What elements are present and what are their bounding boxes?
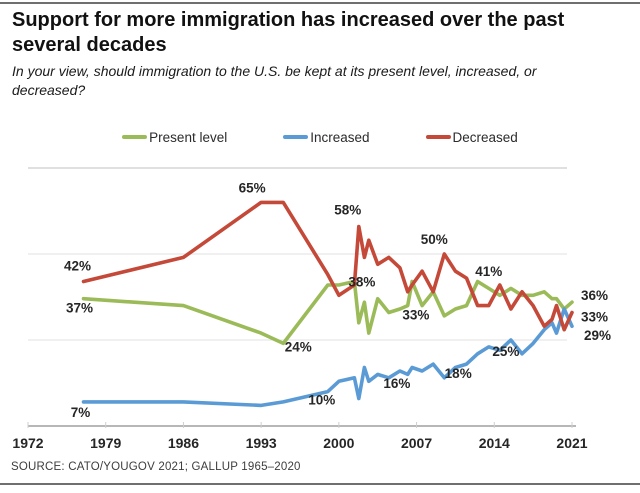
- point-label-increased-16: 16%: [383, 376, 410, 391]
- legend-label-increased: Increased: [310, 129, 370, 145]
- point-label-present-level-33: 33%: [402, 308, 429, 323]
- point-label-increased-25: 25%: [492, 344, 519, 359]
- point-label-decreased-65: 65%: [239, 180, 266, 195]
- chart-subtitle: In your view, should immigration to the …: [12, 63, 537, 98]
- point-label-decreased-41: 41%: [475, 264, 502, 279]
- chart-source: SOURCE: CATO/YOUGOV 2021; GALLUP 1965–20…: [11, 461, 301, 473]
- x-tick-label-1972: 1972: [12, 435, 43, 451]
- point-label-decreased-42: 42%: [64, 259, 91, 274]
- legend-label-decreased: Decreased: [452, 129, 518, 145]
- point-label-decreased-33: 33%: [581, 310, 608, 325]
- line-increased: [81, 307, 574, 408]
- legend-label-present-level: Present level: [149, 129, 228, 145]
- point-label-present-level-24: 24%: [285, 339, 312, 354]
- line-present-level: [81, 279, 574, 346]
- increased-line-swatch-icon: [283, 135, 309, 139]
- point-label-present-level-36: 36%: [581, 288, 608, 303]
- x-tick-label-2021: 2021: [556, 435, 587, 451]
- x-tick-label-1993: 1993: [246, 435, 277, 451]
- point-label-increased-18: 18%: [445, 366, 472, 381]
- present-level-line-swatch-icon: [122, 135, 148, 139]
- x-tick-label-1986: 1986: [168, 435, 199, 451]
- line-decreased: [81, 200, 574, 332]
- x-tick-label-1979: 1979: [90, 435, 121, 451]
- point-label-decreased-38: 38%: [348, 274, 375, 289]
- legend-item-decreased: Decreased: [425, 129, 518, 145]
- chart-title: Support for more immigration has increas…: [12, 9, 565, 56]
- decreased-line-swatch-icon: [425, 135, 451, 139]
- point-label-present-level-37: 37%: [66, 301, 93, 316]
- legend-item-increased: Increased: [283, 129, 370, 145]
- x-tick-label-2000: 2000: [323, 435, 354, 451]
- point-label-increased-10: 10%: [308, 393, 335, 408]
- chart-legend: Present level Increased Decreased: [0, 128, 640, 146]
- point-label-increased-29: 29%: [584, 328, 611, 343]
- bottom-divider: [0, 483, 640, 485]
- point-label-increased-7: 7%: [71, 405, 91, 420]
- x-tick-label-2007: 2007: [401, 435, 432, 451]
- point-label-decreased-58: 58%: [334, 203, 361, 218]
- top-divider: [0, 2, 640, 4]
- x-tick-label-2014: 2014: [479, 435, 510, 451]
- point-label-decreased-50: 50%: [421, 232, 448, 247]
- legend-item-present-level: Present level: [122, 130, 227, 145]
